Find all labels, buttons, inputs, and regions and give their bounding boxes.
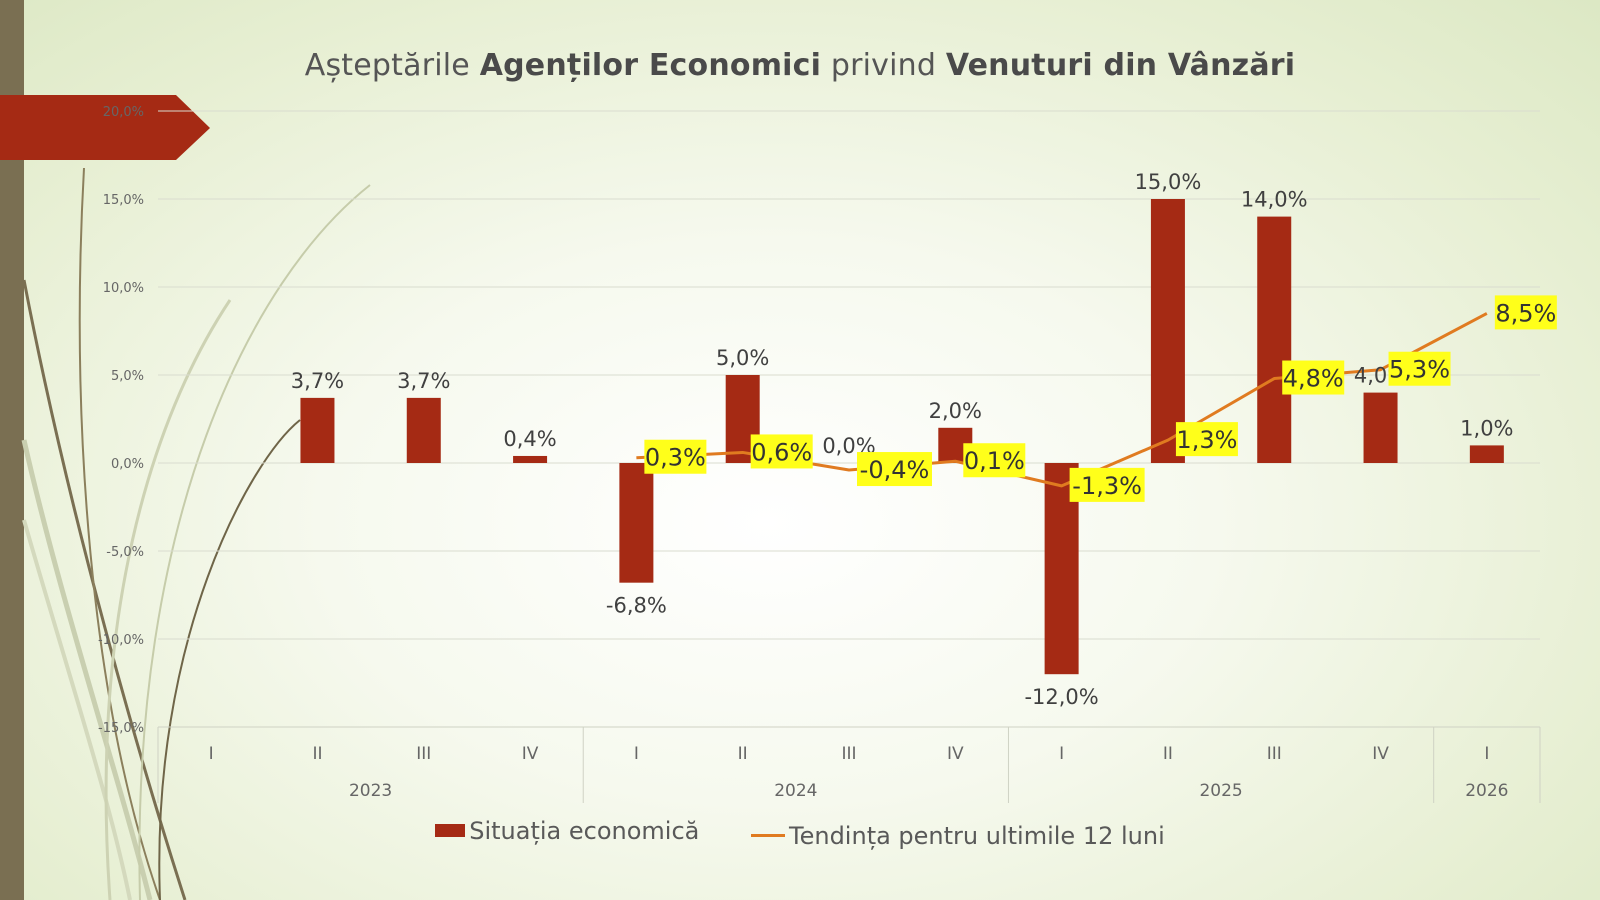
legend-item-line[interactable]: Tendința pentru ultimile 12 luni (751, 822, 1165, 850)
trend-label-highlight (1282, 360, 1345, 395)
bar-value-label: 1,0% (1460, 416, 1513, 440)
bar-value-label: 0,4% (503, 427, 556, 451)
bar (1469, 445, 1504, 463)
bar-value-label: 5,0% (716, 346, 769, 370)
legend-bar-swatch (435, 824, 466, 837)
x-tick-label: II (738, 744, 748, 764)
x-tick-label: II (1163, 744, 1173, 764)
bar (1150, 199, 1185, 463)
legend-item-bars[interactable]: Situația economică (435, 817, 699, 845)
trend-value-label: -0,4% (860, 456, 930, 484)
trend-value-label: 1,3% (1176, 426, 1237, 454)
bar (513, 455, 548, 463)
bar-value-label: 3,7% (291, 369, 344, 393)
x-tick-label: I (1484, 744, 1489, 764)
x-tick-label: IV (947, 744, 964, 764)
x-tick-label: I (634, 744, 639, 764)
x-tick-label: IV (1372, 744, 1389, 764)
chart-legend: Situația economică Tendința pentru ultim… (0, 815, 1600, 850)
x-tick-label: II (312, 744, 322, 764)
trend-value-label: -1,3% (1072, 472, 1142, 500)
trend-label-highlight (1388, 351, 1451, 386)
y-tick-label: 10,0% (103, 281, 144, 296)
bar (619, 463, 654, 583)
bar (1257, 216, 1292, 463)
bar-value-label: -12,0% (1024, 685, 1098, 709)
legend-line-swatch (751, 834, 786, 837)
y-tick-label: 0,0% (111, 457, 144, 472)
trend-value-label: 0,3% (645, 444, 706, 472)
bar (1363, 392, 1398, 463)
y-tick-label: -15,0% (98, 721, 144, 736)
legend-bars-label: Situația economică (469, 816, 700, 845)
x-tick-label: III (416, 744, 431, 764)
chart-title: Așteptările Agenților Economici privind … (304, 48, 1296, 83)
bar-value-label: 2,0% (929, 399, 982, 423)
bar-value-label: 15,0% (1135, 170, 1202, 194)
y-tick-label: 15,0% (103, 193, 144, 208)
trend-value-label: 4,8% (1283, 365, 1344, 393)
trend-label-highlight (1069, 467, 1145, 502)
x-tick-label: III (1267, 744, 1282, 764)
year-label: 2025 (1199, 781, 1242, 801)
y-tick-label: 20,0% (103, 105, 144, 120)
trend-label-highlight (857, 452, 932, 487)
bar-value-label: 14,0% (1241, 188, 1308, 212)
year-label: 2026 (1465, 781, 1508, 801)
trend-label-highlight (1175, 422, 1238, 457)
trend-value-label: 0,1% (964, 447, 1025, 475)
bar (406, 397, 441, 463)
decorative-swooshes (0, 95, 371, 900)
bar-value-label: 3,7% (397, 369, 450, 393)
y-tick-label: 5,0% (111, 369, 144, 384)
y-tick-label: -5,0% (106, 545, 144, 560)
bar-value-label: -6,8% (606, 594, 667, 618)
bar (300, 397, 335, 463)
x-tick-label: I (1059, 744, 1064, 764)
x-tick-label: III (841, 744, 856, 764)
x-tick-label: IV (522, 744, 539, 764)
trend-label-highlight (644, 439, 707, 474)
y-tick-label: -10,0% (98, 633, 144, 648)
trend-value-label: 5,3% (1389, 356, 1450, 384)
trend-label-highlight (963, 443, 1026, 478)
year-label: 2023 (349, 781, 392, 801)
legend-line-label: Tendința pentru ultimile 12 luni (789, 821, 1165, 850)
trend-label-highlight (750, 434, 813, 469)
x-tick-label: I (209, 744, 214, 764)
year-label: 2024 (774, 781, 817, 801)
red-arrow-banner (0, 95, 210, 160)
trend-label-highlight (1494, 295, 1557, 330)
trend-value-label: 0,6% (751, 438, 812, 466)
trend-value-label: 8,5% (1495, 299, 1556, 327)
